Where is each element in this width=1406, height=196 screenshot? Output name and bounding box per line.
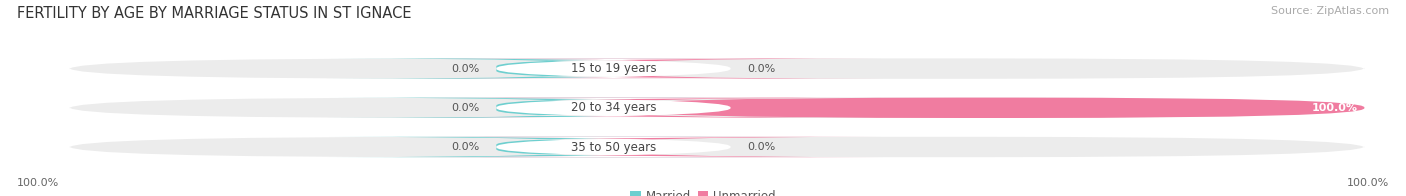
FancyBboxPatch shape — [413, 98, 882, 118]
Text: 20 to 34 years: 20 to 34 years — [571, 101, 657, 114]
Text: 0.0%: 0.0% — [747, 142, 775, 152]
FancyBboxPatch shape — [413, 58, 882, 79]
Text: 0.0%: 0.0% — [747, 64, 775, 74]
FancyBboxPatch shape — [387, 98, 841, 118]
FancyBboxPatch shape — [613, 98, 1364, 118]
Text: 15 to 19 years: 15 to 19 years — [571, 62, 657, 75]
FancyBboxPatch shape — [69, 98, 1364, 118]
FancyBboxPatch shape — [328, 58, 772, 79]
FancyBboxPatch shape — [69, 137, 1364, 157]
FancyBboxPatch shape — [69, 58, 1364, 79]
Text: Source: ZipAtlas.com: Source: ZipAtlas.com — [1271, 6, 1389, 16]
FancyBboxPatch shape — [328, 137, 772, 157]
FancyBboxPatch shape — [387, 58, 841, 79]
FancyBboxPatch shape — [413, 137, 882, 157]
Text: 0.0%: 0.0% — [451, 103, 479, 113]
Legend: Married, Unmarried: Married, Unmarried — [626, 185, 780, 196]
Text: 0.0%: 0.0% — [451, 142, 479, 152]
Text: 0.0%: 0.0% — [451, 64, 479, 74]
Text: 35 to 50 years: 35 to 50 years — [571, 141, 657, 153]
Text: FERTILITY BY AGE BY MARRIAGE STATUS IN ST IGNACE: FERTILITY BY AGE BY MARRIAGE STATUS IN S… — [17, 6, 412, 21]
FancyBboxPatch shape — [328, 98, 772, 118]
FancyBboxPatch shape — [387, 137, 841, 157]
Text: 100.0%: 100.0% — [17, 178, 59, 188]
Text: 100.0%: 100.0% — [1347, 178, 1389, 188]
Text: 100.0%: 100.0% — [1312, 103, 1358, 113]
